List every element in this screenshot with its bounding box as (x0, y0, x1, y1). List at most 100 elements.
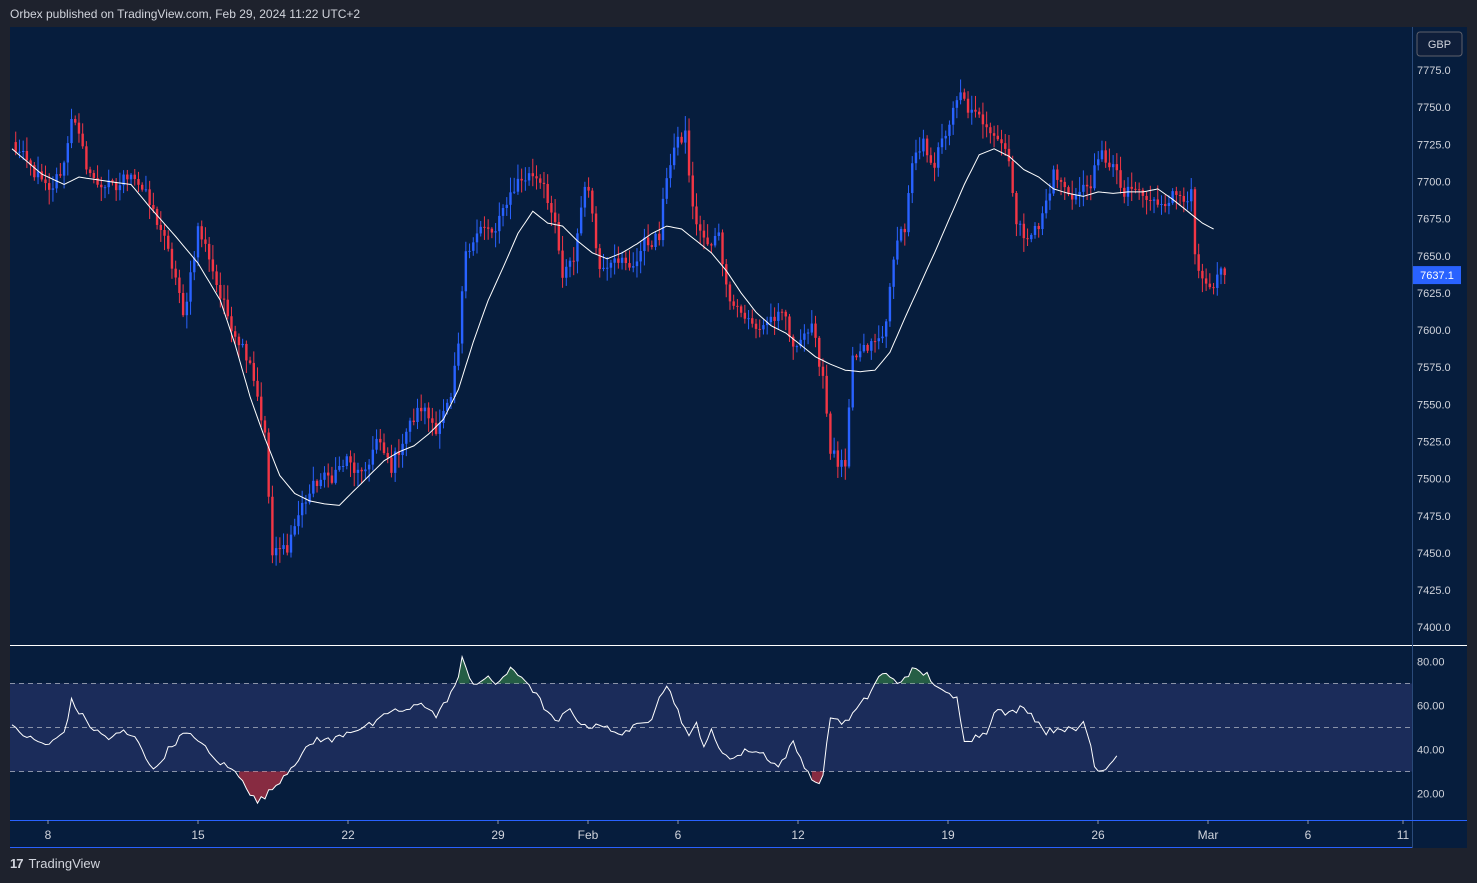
candle-body (765, 322, 769, 326)
candle-body (88, 169, 92, 174)
candle-body (572, 260, 575, 262)
candle-body (992, 133, 996, 136)
candle-body (401, 443, 404, 456)
candle-body (40, 171, 43, 180)
candle-body (416, 407, 419, 423)
candle-body (747, 318, 750, 320)
candle-body (646, 237, 650, 246)
candle-body (178, 277, 181, 293)
footer-brand: TradingView (28, 856, 101, 871)
chart-svg[interactable]: 7400.0 7425.0 7450.0 7475.0 7500.0 7525.0 7550… (10, 27, 1467, 848)
candle-body (1175, 191, 1178, 195)
candle-body (1190, 189, 1193, 202)
candle-body (695, 206, 698, 225)
candle-body (1134, 188, 1137, 190)
candle-body (494, 231, 497, 233)
candle-body (1115, 164, 1119, 171)
candle-body (966, 98, 970, 113)
candle-body (602, 267, 605, 270)
candle-body (260, 396, 263, 421)
candle-body (1041, 213, 1044, 230)
candle-body (948, 124, 951, 136)
time-tick-label: 29 (491, 828, 505, 842)
candle-body (371, 449, 375, 465)
candle-body (1167, 202, 1171, 207)
candle-body (141, 184, 144, 190)
candle-body (751, 318, 754, 324)
candle-body (996, 135, 999, 140)
candle-body (1093, 165, 1096, 189)
price-tick-label: 7775.0 (1417, 65, 1451, 77)
candle-body (542, 182, 546, 185)
candle-body (550, 203, 553, 213)
candle-body (431, 418, 434, 423)
candle-body (330, 475, 334, 483)
candle-body (1007, 148, 1011, 162)
candle-body (345, 456, 348, 467)
price-tick-label: 7425.0 (1417, 585, 1451, 597)
candle-body (691, 175, 694, 207)
candle-body (241, 343, 244, 346)
time-tick-label: 6 (1305, 828, 1312, 842)
candle-body (959, 92, 962, 101)
price-tick-label: 7450.0 (1417, 548, 1451, 560)
candle-body (650, 245, 654, 247)
candle-body (222, 298, 226, 300)
candle-body (728, 284, 732, 302)
price-tick-label: 7750.0 (1417, 102, 1451, 114)
candle-body (717, 232, 720, 236)
time-axis: 8 15 22 29 Feb 6 12 19 26 Mar 6 11 (45, 820, 1410, 842)
candle-body (271, 496, 274, 556)
candle-body (535, 176, 538, 179)
candle-body (1164, 203, 1167, 207)
candle-body (189, 272, 192, 302)
chart-container[interactable]: 7400.0 7425.0 7450.0 7475.0 7500.0 7525.0 7550… (10, 27, 1467, 848)
candle-body (293, 526, 296, 535)
candle-body (382, 442, 386, 454)
candle-body (475, 233, 479, 243)
candle-body (1201, 270, 1204, 279)
candle-body (721, 232, 724, 265)
candle-body (211, 259, 215, 272)
candle-body (639, 251, 642, 262)
candle-body (427, 407, 430, 419)
candle-body (297, 515, 300, 527)
candle-body (375, 438, 378, 450)
candle-body (606, 267, 609, 269)
candle-body (349, 456, 352, 463)
candle-body (18, 151, 21, 153)
candle-body (1160, 203, 1163, 205)
candle-body (323, 472, 326, 480)
candle-body (795, 346, 799, 348)
price-tick-label: 7550.0 (1417, 399, 1451, 411)
candle-body (390, 457, 393, 473)
candle-body (25, 151, 29, 161)
candle-body (985, 124, 988, 128)
price-tick-label: 7500.0 (1417, 474, 1451, 486)
candle-body (587, 186, 590, 191)
candle-body (680, 136, 683, 143)
candle-body (308, 493, 311, 503)
candle-body (356, 469, 360, 473)
candle-body (1030, 234, 1033, 240)
candle-body (628, 263, 631, 268)
last-price-badge (1413, 266, 1461, 285)
candle-body (844, 459, 847, 467)
candle-body (632, 266, 635, 268)
rsi-band (10, 683, 1412, 772)
candle-body (267, 432, 270, 497)
candle-body (100, 184, 103, 188)
candle-body (1182, 195, 1185, 202)
candle-body (282, 545, 285, 549)
candle-body (1000, 139, 1003, 144)
candle-body (129, 174, 133, 180)
candle-body (1082, 184, 1085, 192)
candle-body (1145, 195, 1148, 201)
candle-body (840, 459, 843, 467)
candle-body (1171, 191, 1174, 203)
candle-body (951, 107, 955, 125)
candle-body (457, 343, 460, 366)
candle-body (1104, 150, 1107, 163)
candle-body (513, 191, 516, 193)
time-tick-label: 15 (191, 828, 205, 842)
